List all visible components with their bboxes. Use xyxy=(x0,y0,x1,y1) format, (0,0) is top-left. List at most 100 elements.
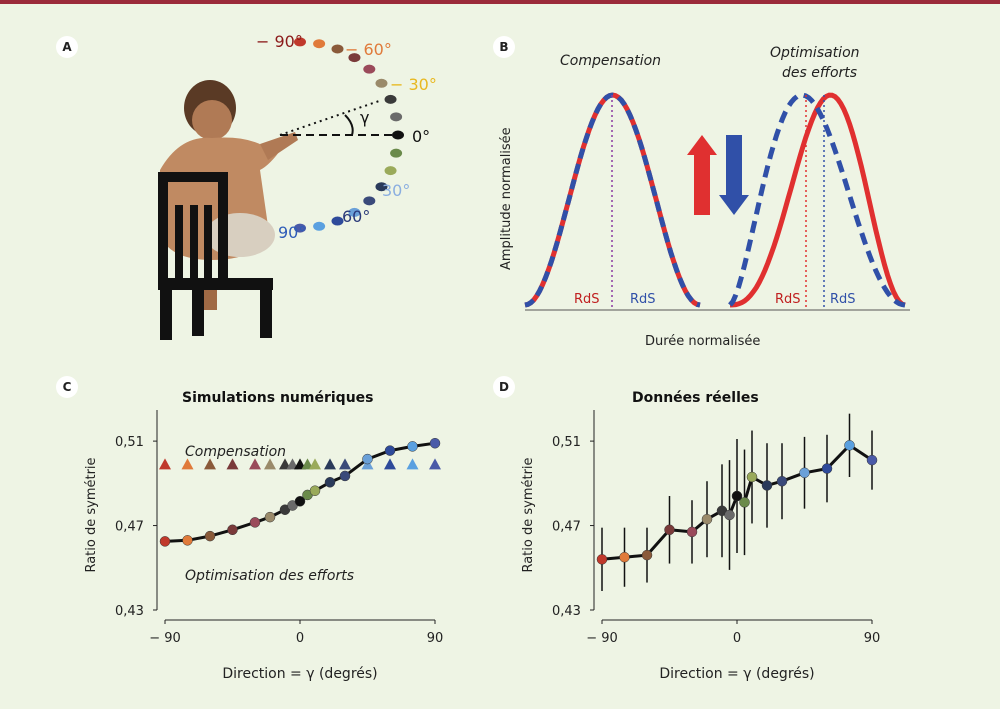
rds-red-left: RdS xyxy=(574,292,600,307)
target-dot xyxy=(313,39,326,49)
x-tick-label: − 90 xyxy=(586,631,618,646)
data-point xyxy=(294,496,306,507)
target-dot xyxy=(294,37,306,47)
data-point xyxy=(739,497,750,508)
data-point-triangle xyxy=(226,458,239,470)
curve-optimisation-blue xyxy=(728,92,906,308)
rds-red-right: RdS xyxy=(775,292,801,307)
x-tick-label: − 90 xyxy=(149,631,181,646)
data-point xyxy=(731,490,743,502)
chart-simulations: Simulations numériques 0,43 0,47 0,51 − 90 0 9… xyxy=(84,390,444,682)
data-point xyxy=(866,454,878,466)
data-point xyxy=(664,524,675,536)
x-tick-label: 0 xyxy=(296,631,304,646)
panel-letter-c: C xyxy=(56,376,78,398)
data-point-triangle xyxy=(264,458,276,470)
data-point xyxy=(204,530,216,542)
panel-letter-d: D xyxy=(493,376,515,398)
rds-blue-left: RdS xyxy=(630,292,656,307)
panel-letter-a: A xyxy=(56,36,78,58)
y-tick-label: 0,47 xyxy=(552,520,581,535)
chair-illustration xyxy=(158,172,273,340)
y-axis-label: Ratio de symétrie xyxy=(521,457,536,572)
data-point xyxy=(799,467,810,479)
annotation-optimisation: Optimisation des efforts xyxy=(185,568,354,584)
data-point-triangle xyxy=(309,458,321,470)
target-dot xyxy=(384,94,397,104)
panel-b-profiles: Compensation Optimisation des efforts Am… xyxy=(499,45,910,349)
data-point xyxy=(407,441,418,452)
angle-label-30: 30° xyxy=(382,181,410,200)
data-point xyxy=(596,554,608,565)
target-dot xyxy=(331,44,344,54)
angle-label-minus90: − 90° xyxy=(256,32,303,51)
y-tick-label: 0,43 xyxy=(552,604,581,619)
gamma-label: γ xyxy=(360,108,369,127)
target-dot xyxy=(294,223,306,233)
b-curves xyxy=(524,92,906,310)
x-tick-label: 90 xyxy=(864,631,881,646)
target-dot xyxy=(375,182,388,192)
data-point xyxy=(619,551,630,563)
data-point-triangle xyxy=(384,458,396,470)
target-dot xyxy=(392,130,404,140)
b-xlabel: Durée normalisée xyxy=(645,334,760,349)
data-point xyxy=(429,437,441,449)
data-point xyxy=(776,475,788,487)
angle-label-minus60: − 60° xyxy=(345,40,392,59)
gamma-arc xyxy=(344,114,354,136)
data-point xyxy=(324,477,336,488)
target-dot xyxy=(384,166,397,176)
data-point-triangle xyxy=(339,458,351,470)
data-point xyxy=(309,485,321,496)
data-point xyxy=(701,513,713,525)
x-tick-label: 0 xyxy=(733,631,741,646)
data-point xyxy=(227,524,238,536)
angle-label-minus30: − 30° xyxy=(390,75,437,94)
chart-title: Données réelles xyxy=(632,390,759,406)
data-point-triangle xyxy=(204,458,216,470)
data-point-triangle xyxy=(249,458,261,470)
y-tick-label: 0,51 xyxy=(115,435,144,450)
x-axis-label: Direction = γ (degrés) xyxy=(222,666,377,682)
chart-donnees-reelles: Données réelles 0,43 0,47 0,51 − 90 0 90 Direct… xyxy=(521,390,881,682)
y-axis-label: Ratio de symétrie xyxy=(84,457,99,572)
chart-title: Simulations numériques xyxy=(182,390,374,406)
data-point-triangle xyxy=(324,458,336,470)
data-point-triangle xyxy=(406,458,419,470)
data-point xyxy=(362,453,373,465)
y-tick-label: 0,47 xyxy=(115,520,144,535)
data-point-triangle xyxy=(181,458,194,470)
target-dot xyxy=(390,148,403,158)
target-dot xyxy=(390,112,403,122)
top-accent-bar xyxy=(0,0,1000,4)
data-point xyxy=(821,463,833,474)
annotation-compensation: Compensation xyxy=(185,444,286,460)
target-dot xyxy=(363,196,376,206)
rds-blue-right: RdS xyxy=(830,292,856,307)
angle-label-90: 90° xyxy=(278,223,306,242)
data-point xyxy=(844,440,855,451)
b-ylabel: Amplitude normalisée xyxy=(499,127,514,270)
data-point xyxy=(384,445,396,456)
angle-label-0: 0° xyxy=(412,127,430,146)
title-compensation: Compensation xyxy=(560,53,661,69)
data-point xyxy=(724,509,735,521)
data-point xyxy=(159,536,171,547)
data-point xyxy=(641,549,653,561)
target-dot xyxy=(363,64,376,74)
panel-letter-b: B xyxy=(493,36,515,58)
data-point xyxy=(264,511,276,523)
angle-label-60: 60° xyxy=(342,207,370,226)
data-point xyxy=(686,526,698,538)
x-tick-label: 90 xyxy=(427,631,444,646)
up-arrow-icon xyxy=(687,135,717,215)
title-optimisation-line2: des efforts xyxy=(782,65,857,81)
target-dots xyxy=(294,37,404,233)
y-tick-label: 0,43 xyxy=(115,604,144,619)
data-point xyxy=(746,471,758,483)
target-dot xyxy=(348,207,361,217)
data-point xyxy=(339,470,351,482)
y-tick-label: 0,51 xyxy=(552,435,581,450)
title-optimisation-line1: Optimisation xyxy=(770,45,860,61)
